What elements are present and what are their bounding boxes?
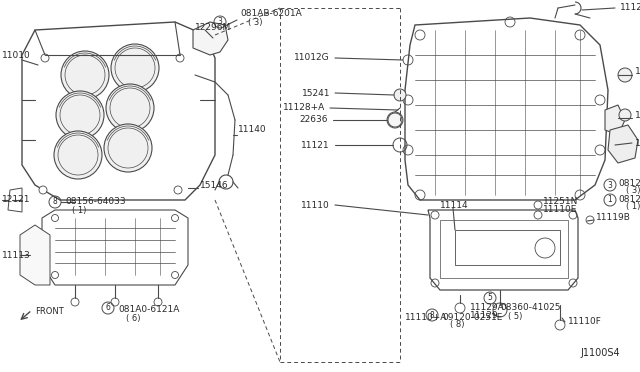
Circle shape xyxy=(493,303,507,317)
Circle shape xyxy=(111,44,159,92)
Text: 8: 8 xyxy=(52,198,58,206)
Circle shape xyxy=(39,186,47,194)
Circle shape xyxy=(104,124,152,172)
Circle shape xyxy=(387,112,403,128)
Circle shape xyxy=(176,54,184,62)
Text: 08121-0351E: 08121-0351E xyxy=(618,195,640,203)
Circle shape xyxy=(174,186,182,194)
Text: ( 1): ( 1) xyxy=(626,202,640,212)
Text: 11114: 11114 xyxy=(440,201,468,209)
Text: 3: 3 xyxy=(218,17,223,26)
Circle shape xyxy=(54,131,102,179)
Text: 8: 8 xyxy=(429,311,435,320)
Circle shape xyxy=(61,51,109,99)
Circle shape xyxy=(619,109,631,121)
Text: 15146: 15146 xyxy=(200,180,228,189)
Text: ( 3): ( 3) xyxy=(626,186,640,196)
Text: 11110N: 11110N xyxy=(635,110,640,119)
Text: 11251N: 11251N xyxy=(543,198,579,206)
Circle shape xyxy=(394,89,406,101)
Text: ( 5): ( 5) xyxy=(508,311,522,321)
Text: 11121: 11121 xyxy=(301,141,330,150)
Text: 081A0-6121A: 081A0-6121A xyxy=(118,305,179,314)
Polygon shape xyxy=(20,225,50,285)
Text: 12296M: 12296M xyxy=(195,23,231,32)
Text: 3: 3 xyxy=(607,180,612,189)
Circle shape xyxy=(41,54,49,62)
Text: 11119B: 11119B xyxy=(596,214,631,222)
Circle shape xyxy=(51,215,58,221)
Text: 11129: 11129 xyxy=(470,311,499,321)
Text: ( 8): ( 8) xyxy=(450,321,465,330)
Circle shape xyxy=(172,272,179,279)
Polygon shape xyxy=(605,105,625,135)
Polygon shape xyxy=(193,22,228,55)
Text: 11121+A: 11121+A xyxy=(635,67,640,77)
Text: ( 6): ( 6) xyxy=(126,314,141,323)
Text: 22636: 22636 xyxy=(300,115,328,125)
Text: 081AB-6201A: 081AB-6201A xyxy=(240,10,301,19)
Text: 1: 1 xyxy=(607,196,612,205)
Text: 11128+A: 11128+A xyxy=(283,103,325,112)
Text: 11110E: 11110E xyxy=(543,205,577,215)
Text: 11110: 11110 xyxy=(301,201,330,209)
Text: 11113: 11113 xyxy=(2,250,31,260)
Text: 08121-0351E: 08121-0351E xyxy=(618,179,640,187)
Text: ( 3): ( 3) xyxy=(248,17,262,26)
Text: J1100S4: J1100S4 xyxy=(580,348,620,358)
Text: 11110+A: 11110+A xyxy=(405,314,447,323)
Circle shape xyxy=(106,84,154,132)
Text: 11110F: 11110F xyxy=(568,317,602,327)
Circle shape xyxy=(618,68,632,82)
Text: 09120-0251E: 09120-0251E xyxy=(442,312,502,321)
Text: 11121Z: 11121Z xyxy=(620,3,640,13)
Text: ( 1): ( 1) xyxy=(72,205,86,215)
Circle shape xyxy=(172,215,179,221)
Text: 11140: 11140 xyxy=(238,125,267,135)
Circle shape xyxy=(51,272,58,279)
Text: 08156-64033: 08156-64033 xyxy=(65,198,125,206)
Text: 11129A: 11129A xyxy=(470,304,505,312)
Text: 5: 5 xyxy=(488,294,492,302)
Text: 11251NA: 11251NA xyxy=(635,138,640,148)
Text: FRONT: FRONT xyxy=(35,308,64,317)
Text: 11010: 11010 xyxy=(2,51,31,60)
Circle shape xyxy=(56,91,104,139)
Text: 11012G: 11012G xyxy=(294,54,330,62)
Text: 12121: 12121 xyxy=(2,196,31,205)
Polygon shape xyxy=(608,125,638,163)
Text: 6: 6 xyxy=(106,304,111,312)
Text: 15241: 15241 xyxy=(301,89,330,97)
Text: 08360-41025: 08360-41025 xyxy=(500,304,561,312)
